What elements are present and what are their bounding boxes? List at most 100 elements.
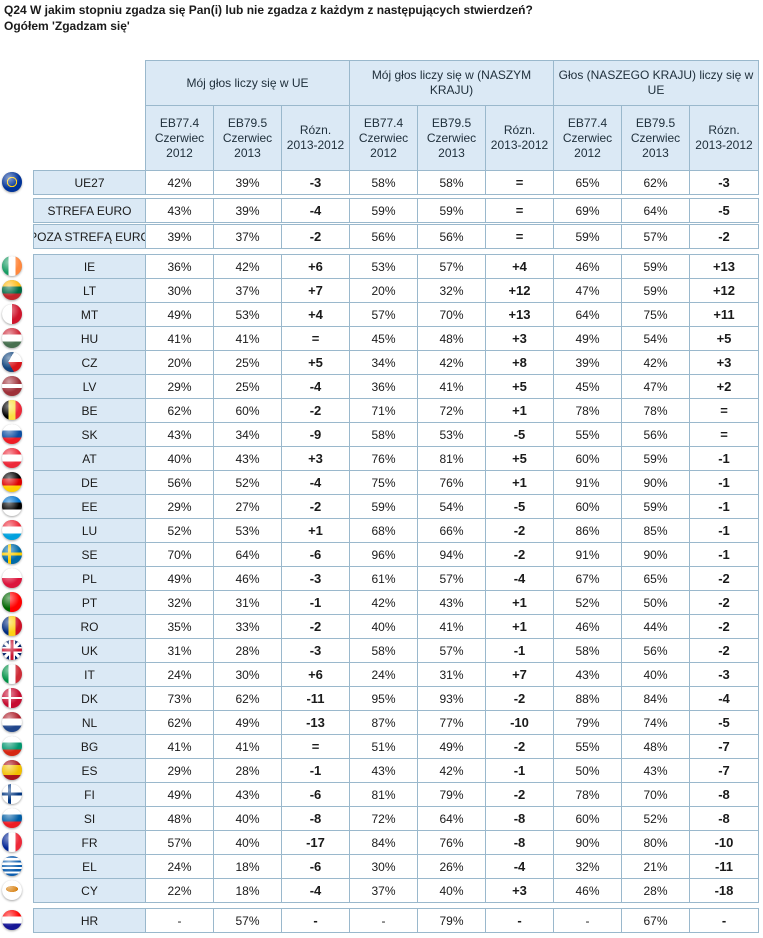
value-cell: 58% bbox=[553, 638, 622, 663]
diff-cell: -8 bbox=[689, 782, 759, 807]
row-label: DE bbox=[33, 470, 146, 495]
value-cell: 59% bbox=[349, 198, 418, 223]
diff-cell: +5 bbox=[281, 350, 350, 375]
diff-cell: +13 bbox=[485, 302, 554, 327]
diff-cell: = bbox=[485, 170, 554, 195]
diff-cell: -4 bbox=[281, 470, 350, 495]
diff-cell: -1 bbox=[485, 758, 554, 783]
row-label: EL bbox=[33, 854, 146, 879]
value-cell: 58% bbox=[349, 638, 418, 663]
diff-cell: -8 bbox=[485, 806, 554, 831]
value-cell: 95% bbox=[349, 686, 418, 711]
value-cell: 76% bbox=[417, 470, 486, 495]
diff-cell: +3 bbox=[281, 446, 350, 471]
value-cell: 79% bbox=[417, 908, 486, 933]
value-cell: - bbox=[553, 908, 622, 933]
value-cell: 58% bbox=[349, 170, 418, 195]
value-cell: 42% bbox=[349, 590, 418, 615]
diff-cell: -2 bbox=[281, 614, 350, 639]
diff-cell: -8 bbox=[689, 806, 759, 831]
diff-cell: +8 bbox=[485, 350, 554, 375]
diff-cell: -2 bbox=[485, 686, 554, 711]
value-cell: 84% bbox=[621, 686, 690, 711]
value-cell: 53% bbox=[349, 254, 418, 279]
diff-cell: +7 bbox=[281, 278, 350, 303]
flag-icon bbox=[2, 352, 22, 372]
value-cell: 52% bbox=[145, 518, 214, 543]
row-label: IT bbox=[33, 662, 146, 687]
value-cell: 49% bbox=[145, 782, 214, 807]
row-label: UE27 bbox=[33, 170, 146, 195]
value-cell: 79% bbox=[553, 710, 622, 735]
value-cell: 69% bbox=[553, 198, 622, 223]
value-cell: 74% bbox=[621, 710, 690, 735]
value-cell: 43% bbox=[621, 758, 690, 783]
diff-cell: -10 bbox=[485, 710, 554, 735]
diff-cell: = bbox=[485, 224, 554, 249]
diff-cell: -1 bbox=[689, 542, 759, 567]
value-cell: 47% bbox=[621, 374, 690, 399]
value-cell: 55% bbox=[553, 734, 622, 759]
value-cell: 51% bbox=[349, 734, 418, 759]
value-cell: 70% bbox=[145, 542, 214, 567]
value-cell: 70% bbox=[417, 302, 486, 327]
value-cell: 37% bbox=[213, 278, 282, 303]
value-cell: 57% bbox=[417, 638, 486, 663]
value-cell: 22% bbox=[145, 878, 214, 903]
value-cell: 39% bbox=[213, 198, 282, 223]
value-cell: 26% bbox=[417, 854, 486, 879]
sub-header-2013: EB79.5 Czerwiec 2013 bbox=[213, 105, 282, 171]
value-cell: 43% bbox=[213, 782, 282, 807]
value-cell: 75% bbox=[621, 302, 690, 327]
value-cell: 39% bbox=[213, 170, 282, 195]
value-cell: 46% bbox=[553, 614, 622, 639]
value-cell: 28% bbox=[621, 878, 690, 903]
diff-cell: +5 bbox=[485, 446, 554, 471]
diff-cell: +1 bbox=[485, 470, 554, 495]
flag-icon bbox=[2, 808, 22, 828]
flag-icon bbox=[2, 664, 22, 684]
flag-icon bbox=[2, 568, 22, 588]
value-cell: 59% bbox=[621, 494, 690, 519]
row-label: HR bbox=[33, 908, 146, 933]
diff-cell: +7 bbox=[485, 662, 554, 687]
value-cell: 43% bbox=[417, 590, 486, 615]
value-cell: - bbox=[349, 908, 418, 933]
value-cell: 30% bbox=[213, 662, 282, 687]
value-cell: 59% bbox=[553, 224, 622, 249]
value-cell: 29% bbox=[145, 374, 214, 399]
value-cell: 24% bbox=[145, 854, 214, 879]
flag-icon bbox=[2, 328, 22, 348]
row-label: NL bbox=[33, 710, 146, 735]
flag-icon bbox=[2, 910, 22, 930]
diff-cell: +12 bbox=[485, 278, 554, 303]
diff-cell: -1 bbox=[689, 518, 759, 543]
value-cell: 24% bbox=[349, 662, 418, 687]
value-cell: 57% bbox=[621, 224, 690, 249]
value-cell: 57% bbox=[349, 302, 418, 327]
diff-cell: -8 bbox=[485, 830, 554, 855]
value-cell: 72% bbox=[349, 806, 418, 831]
row-label: LT bbox=[33, 278, 146, 303]
diff-cell: -5 bbox=[485, 422, 554, 447]
flag-icon bbox=[2, 832, 22, 852]
value-cell: 49% bbox=[553, 326, 622, 351]
value-cell: 49% bbox=[213, 710, 282, 735]
value-cell: 57% bbox=[145, 830, 214, 855]
value-cell: 91% bbox=[553, 542, 622, 567]
value-cell: 62% bbox=[145, 710, 214, 735]
value-cell: 59% bbox=[621, 446, 690, 471]
sub-header-2013: EB79.5 Czerwiec 2013 bbox=[417, 105, 486, 171]
diff-cell: -2 bbox=[689, 590, 759, 615]
value-cell: 54% bbox=[621, 326, 690, 351]
value-cell: 84% bbox=[349, 830, 418, 855]
row-label: DK bbox=[33, 686, 146, 711]
value-cell: 49% bbox=[417, 734, 486, 759]
flag-icon bbox=[2, 544, 22, 564]
value-cell: 42% bbox=[417, 350, 486, 375]
value-cell: 47% bbox=[553, 278, 622, 303]
diff-cell: -4 bbox=[281, 374, 350, 399]
flag-icon bbox=[2, 616, 22, 636]
diff-cell: +5 bbox=[485, 374, 554, 399]
diff-cell: -1 bbox=[485, 638, 554, 663]
